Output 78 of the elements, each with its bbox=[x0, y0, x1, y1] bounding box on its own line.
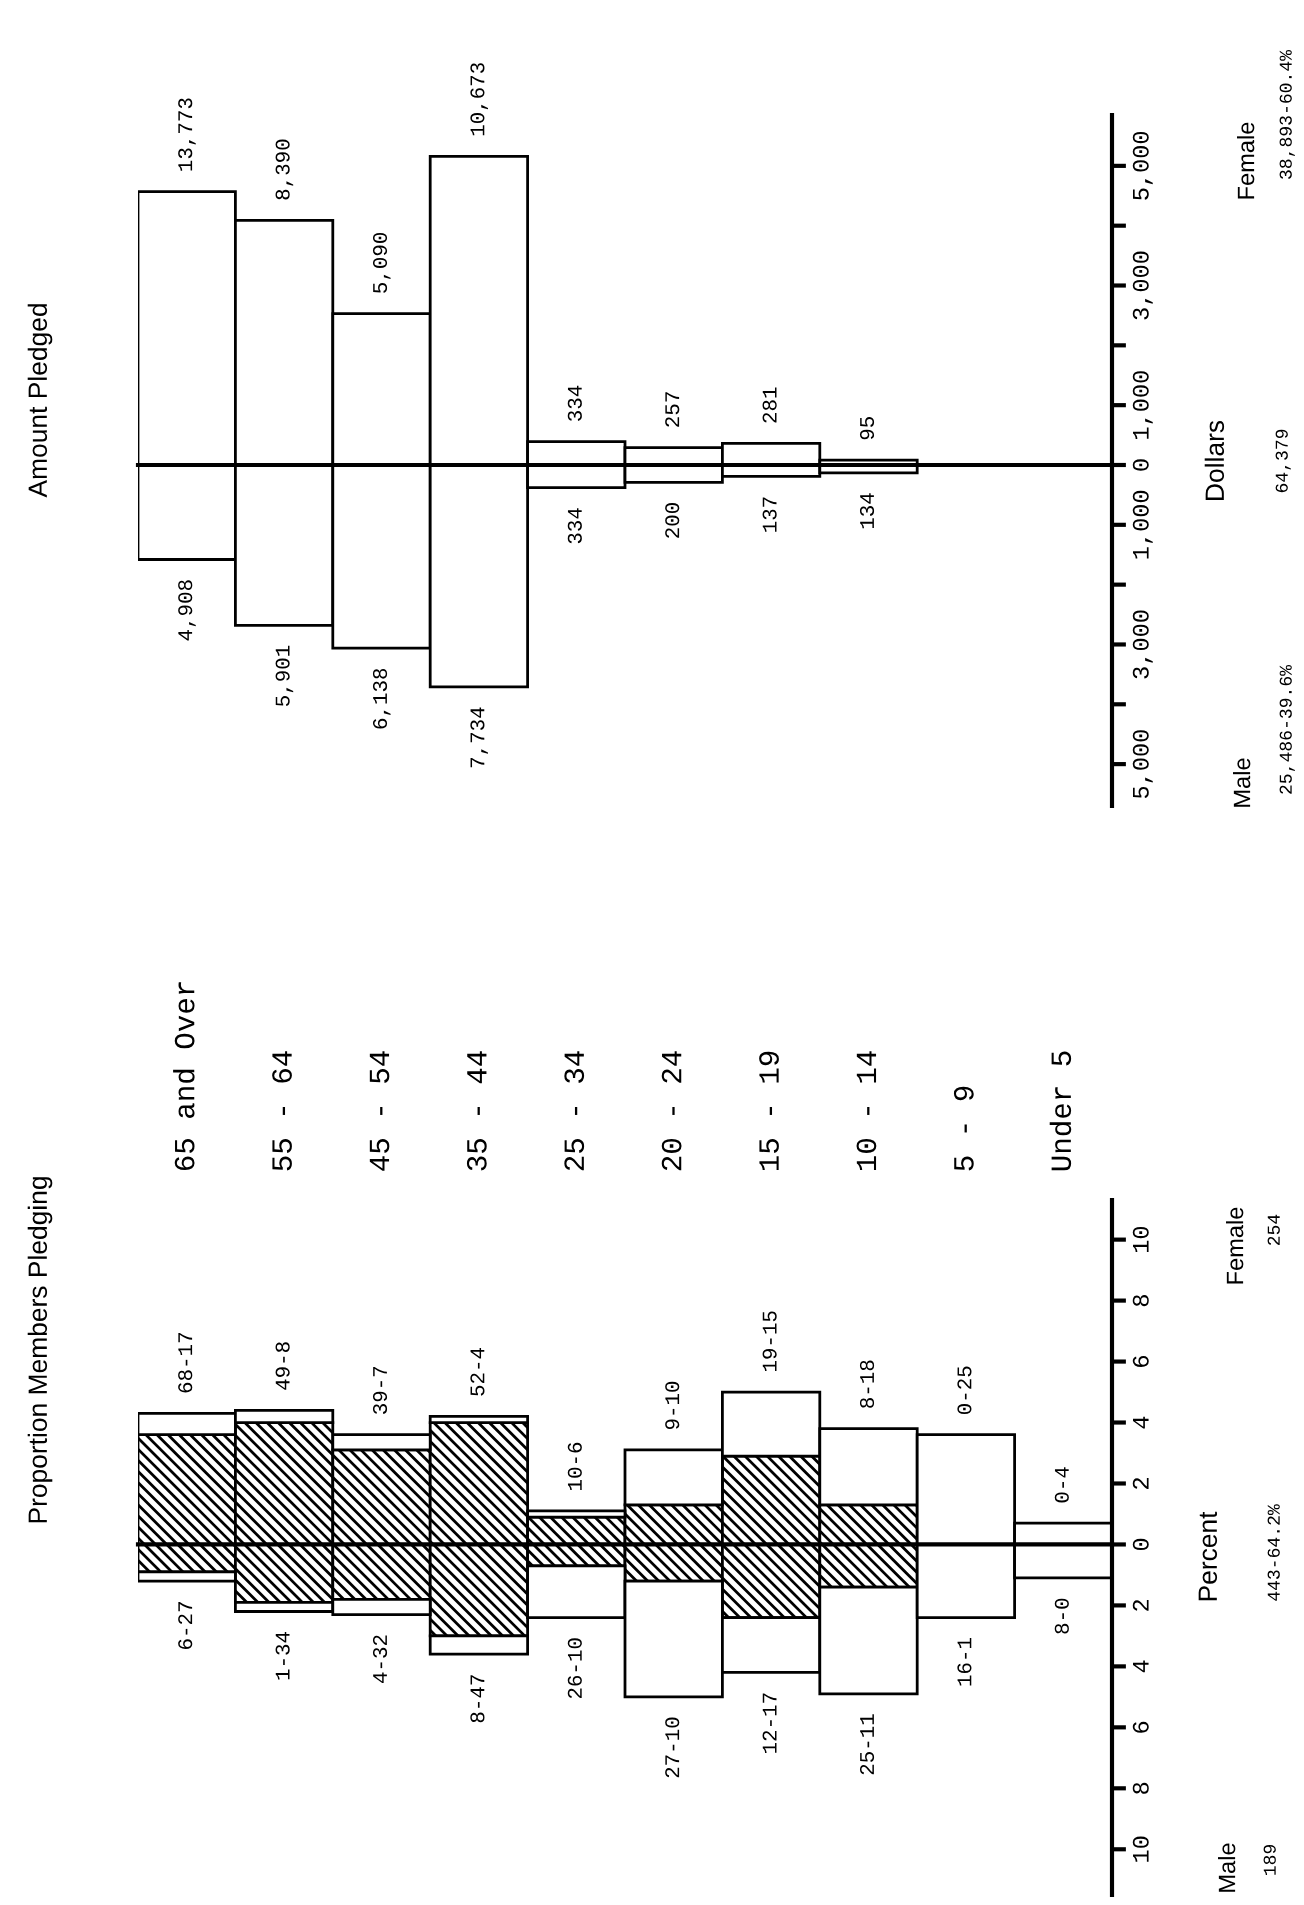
x-tick-label: 25 - 34 bbox=[564, 1051, 585, 1171]
y-tick-label: 0 bbox=[1132, 459, 1149, 471]
annotation: 4,908 bbox=[178, 580, 196, 641]
annotation: 19-15 bbox=[762, 1311, 777, 1372]
annotation: 25-11 bbox=[859, 1714, 875, 1775]
text: Amount Pledged bbox=[27, 304, 53, 498]
x-tick-label: 35 - 44 bbox=[466, 1051, 487, 1171]
annotation: 8,390 bbox=[275, 139, 294, 200]
y-axis-title: Dollars bbox=[1204, 420, 1225, 500]
annotation: 49-8 bbox=[275, 1342, 290, 1390]
annotation: 13,773 bbox=[178, 98, 196, 171]
annotation: 10-6 bbox=[567, 1442, 582, 1490]
annotation: 1-34 bbox=[275, 1632, 290, 1680]
annotation: 16-1 bbox=[957, 1638, 972, 1686]
y-tick-label: 2 bbox=[1132, 1478, 1149, 1489]
text: Male bbox=[1232, 758, 1251, 807]
y-tick-label: 1,000 bbox=[1132, 490, 1153, 559]
annotation: 200 bbox=[665, 503, 680, 538]
y-tick-label: 4 bbox=[1133, 1660, 1149, 1673]
annotation: 281 bbox=[762, 387, 777, 423]
y-tick-label: 3,000 bbox=[1132, 610, 1153, 679]
text: 189 bbox=[1263, 1845, 1276, 1875]
text: 254 bbox=[1267, 1214, 1280, 1245]
y-tick-label: 6 bbox=[1132, 1356, 1149, 1367]
annotation: 27-10 bbox=[665, 1717, 680, 1778]
text: Male bbox=[1217, 1843, 1236, 1892]
annotation: 4-32 bbox=[372, 1635, 388, 1683]
x-tick-label: 65 and Over bbox=[173, 982, 195, 1171]
x-tick-label: 20 - 24 bbox=[661, 1051, 682, 1171]
x-tick-label: 55 - 64 bbox=[272, 1051, 292, 1171]
annotation: 95 bbox=[859, 417, 875, 440]
annotation: 334 bbox=[567, 508, 582, 544]
annotation: 26-10 bbox=[567, 1638, 582, 1699]
annotation: 9-10 bbox=[665, 1381, 680, 1430]
y-tick-label: 8 bbox=[1132, 1782, 1149, 1794]
annotation: 257 bbox=[665, 392, 680, 427]
annotation: 5,090 bbox=[372, 232, 391, 293]
annotation: 134 bbox=[859, 493, 875, 529]
annotation: 6-27 bbox=[178, 1602, 193, 1649]
text: 25,486-39.6% bbox=[1279, 664, 1295, 794]
annotation: 39-7 bbox=[372, 1366, 388, 1414]
x-tick-label: 45 - 54 bbox=[369, 1051, 390, 1171]
y-tick-label: 5,000 bbox=[1132, 730, 1153, 799]
annotation: 0-4 bbox=[1054, 1467, 1069, 1503]
y-tick-label: 8 bbox=[1132, 1295, 1149, 1307]
annotation: 10,673 bbox=[470, 63, 488, 136]
y-tick-label: 5,000 bbox=[1132, 131, 1153, 200]
text: Female bbox=[1236, 122, 1255, 199]
x-tick-label: 15 - 19 bbox=[759, 1051, 779, 1171]
annotation: 6,138 bbox=[372, 668, 391, 729]
x-tick-label: Under 5 bbox=[1049, 1051, 1072, 1171]
annotation: 68-17 bbox=[178, 1333, 193, 1393]
y-tick-label: 1,000 bbox=[1132, 371, 1153, 439]
text: 38,893-60.4% bbox=[1279, 49, 1295, 179]
annotation: 8-0 bbox=[1054, 1598, 1069, 1634]
x-tick-label: 5 - 9 bbox=[953, 1086, 974, 1171]
annotation: 52-4 bbox=[470, 1348, 485, 1396]
y-tick-label: 3,000 bbox=[1132, 251, 1153, 320]
annotation: 0-25 bbox=[957, 1366, 972, 1415]
annotation: 12-17 bbox=[762, 1693, 777, 1753]
y-tick-label: 10 bbox=[1132, 1226, 1149, 1253]
y-tick-label: 10 bbox=[1132, 1836, 1149, 1862]
annotation: 137 bbox=[762, 497, 777, 532]
y-tick-label: 4 bbox=[1133, 1416, 1149, 1429]
annotation: 8-47 bbox=[470, 1675, 485, 1723]
y-tick-label: 2 bbox=[1132, 1600, 1149, 1611]
annotation: 8-18 bbox=[859, 1360, 875, 1408]
y-axis-title: Percent bbox=[1198, 1511, 1218, 1601]
y-tick-label: 0 bbox=[1132, 1538, 1149, 1551]
annotation: 5,901 bbox=[275, 645, 294, 706]
x-tick-label: 10 - 14 bbox=[856, 1051, 877, 1171]
annotation: 334 bbox=[567, 385, 582, 421]
text: Female bbox=[1225, 1207, 1244, 1284]
annotation: 7,734 bbox=[470, 707, 488, 768]
text: Proportion Members Pledging bbox=[27, 1177, 53, 1523]
y-tick-label: 6 bbox=[1132, 1721, 1149, 1733]
text: 443-64.2% bbox=[1267, 1504, 1280, 1601]
text: 64,379 bbox=[1275, 429, 1291, 493]
